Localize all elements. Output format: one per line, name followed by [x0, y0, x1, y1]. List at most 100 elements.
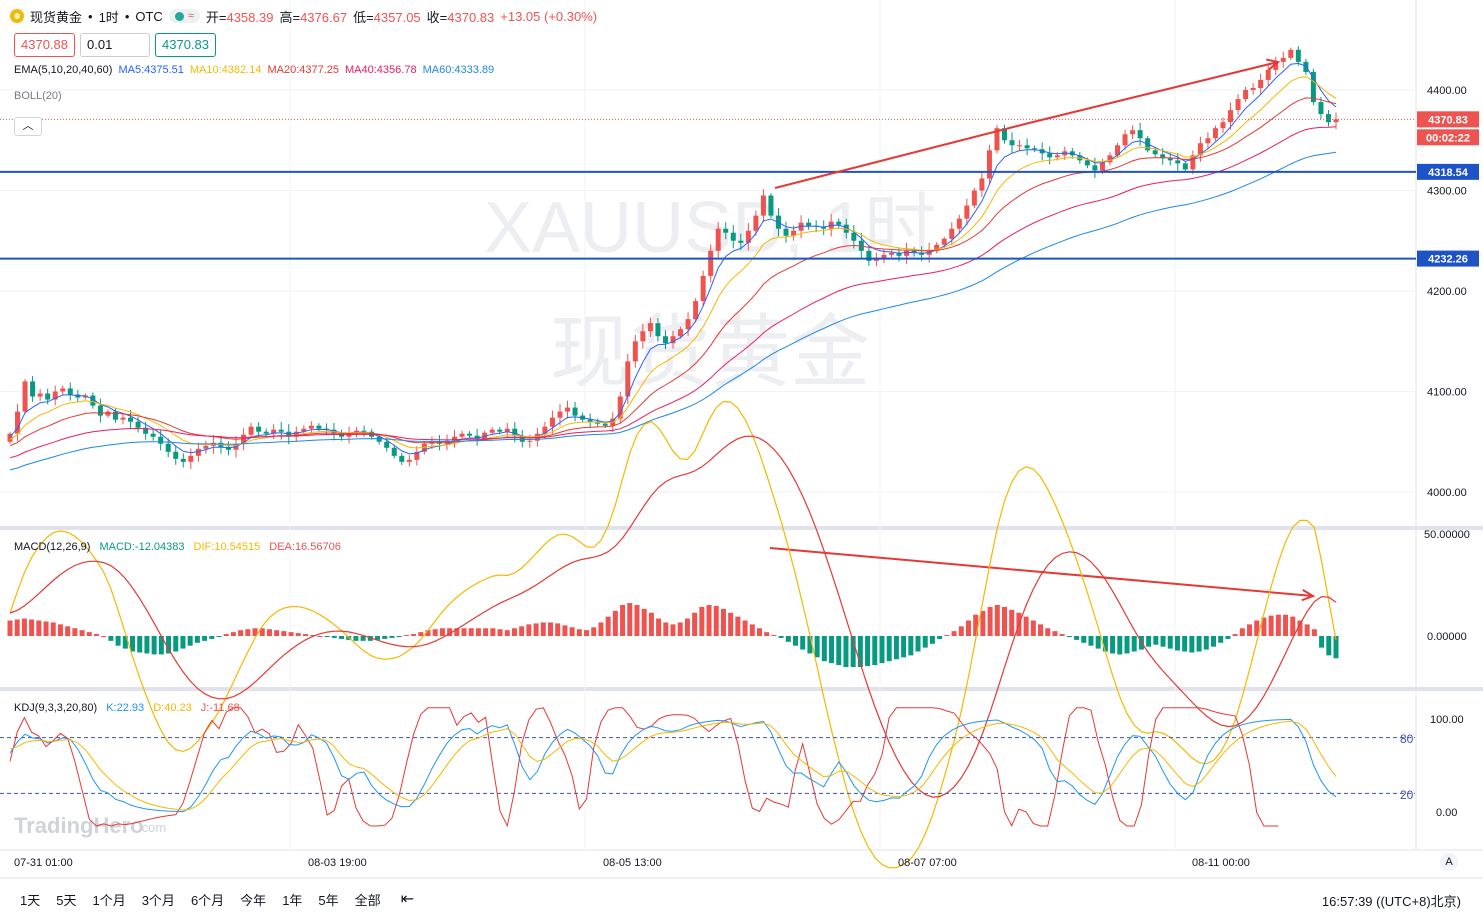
ema-legend[interactable]: EMA(5,10,20,40,60) MA5:4375.51 MA10:4382.1…: [14, 64, 506, 76]
macd-bar-111: [807, 636, 813, 654]
candle-156: [1182, 161, 1188, 172]
macd-bar-117: [850, 636, 856, 668]
macd-bar-56: [411, 634, 417, 636]
candle-body: [30, 381, 36, 397]
macd-bar-74: [540, 622, 546, 636]
candle-162: [1228, 102, 1234, 130]
candle-55: [421, 440, 427, 455]
macd-bar-71: [519, 626, 525, 636]
macd-bar-165: [1196, 636, 1202, 652]
kdj-legend[interactable]: KDJ(9,3,3,20,80) K:22.93 D:40.23 J:-11.6…: [14, 702, 246, 714]
macd-bar-158: [1146, 636, 1152, 647]
time-label-4: 08-11 00:00: [1192, 857, 1250, 869]
candle-body: [949, 228, 955, 239]
symbol-name[interactable]: 现货黄金: [30, 9, 83, 25]
timeframe-2[interactable]: 1个月: [92, 892, 126, 908]
macd-bar-10: [79, 630, 85, 636]
candle-155: [1175, 152, 1181, 171]
candle-body: [1122, 134, 1128, 146]
price-tick-4: 4000.00: [1427, 487, 1467, 499]
macd-bar-174: [1261, 617, 1267, 636]
buy-button[interactable]: 4370.83: [155, 33, 216, 57]
candle-body: [904, 250, 910, 256]
candle-89: [678, 326, 684, 339]
macd-bar-61: [447, 628, 453, 636]
candle-163: [1235, 94, 1241, 116]
collapse-legend-button[interactable]: ︿: [14, 117, 42, 136]
macd-bar-144: [1045, 628, 1051, 636]
candle-106: [806, 218, 812, 230]
candle-body: [278, 429, 284, 432]
candle-body: [1318, 102, 1324, 115]
interval-label[interactable]: 1时: [98, 9, 119, 25]
candle-body: [941, 238, 947, 245]
macd-bar-166: [1203, 636, 1209, 650]
candle-body: [1160, 154, 1166, 159]
price-tick-1: 4300.00: [1427, 186, 1467, 198]
calendar-range-icon[interactable]: ⇤: [400, 891, 415, 908]
candle-body: [203, 445, 209, 449]
candle-body: [662, 336, 668, 344]
candle-123: [934, 242, 940, 254]
macd-bar-183: [1326, 636, 1332, 656]
quantity-input[interactable]: 0.01: [80, 33, 150, 57]
candle-body: [956, 218, 962, 229]
timeframe-0[interactable]: 1天: [20, 892, 41, 908]
candle-body: [1310, 71, 1316, 103]
macd-bar-3: [29, 619, 35, 636]
timeframe-4[interactable]: 6个月: [190, 892, 225, 908]
macd-bar-29: [216, 636, 222, 637]
watermark-brand: TradingHero: [14, 813, 144, 838]
timeframe-7[interactable]: 5年: [318, 892, 339, 908]
candle-body: [7, 433, 13, 442]
candle-body: [730, 232, 736, 241]
candle-130: [986, 144, 992, 184]
candle-body: [1054, 155, 1060, 158]
macd-bar-129: [937, 636, 943, 639]
macd-bar-4: [36, 620, 42, 636]
candle-body: [994, 128, 1000, 151]
market-status-pill[interactable]: ≈: [168, 9, 200, 23]
candle-body: [888, 252, 894, 255]
candle-127: [964, 198, 970, 226]
candle-133: [1009, 132, 1015, 154]
candle-body: [459, 433, 465, 437]
timeframe-1[interactable]: 5天: [56, 892, 77, 908]
macd-bar-12: [93, 634, 99, 636]
macd-bar-167: [1210, 636, 1216, 647]
timeframe-6[interactable]: 1年: [282, 892, 303, 908]
macd-bar-103: [749, 624, 755, 636]
ohlc-close: 收=4370.83: [426, 9, 495, 25]
candle-129: [979, 172, 985, 197]
boll-legend[interactable]: BOLL(20): [14, 90, 62, 102]
sell-button[interactable]: 4370.88: [14, 33, 75, 57]
timeframe-3[interactable]: 3个月: [141, 892, 175, 908]
macd-bar-148: [1074, 636, 1080, 640]
macd-bar-147: [1066, 636, 1072, 637]
macd-bar-77: [562, 625, 568, 636]
auto-scale-button[interactable]: A: [1440, 853, 1458, 871]
timeframe-8[interactable]: 全部: [354, 892, 381, 908]
dea-value: DEA:16.56706: [269, 541, 341, 553]
candle-body: [1152, 150, 1158, 155]
candle-body: [1017, 145, 1023, 147]
candle-body: [1182, 163, 1188, 170]
hline-1-tag: 4318.54: [1417, 163, 1479, 180]
timeframe-5[interactable]: 今年: [240, 892, 267, 908]
clock-label[interactable]: 16:57:39 ((UTC+8)北京): [1321, 894, 1461, 909]
macd-bar-101: [735, 616, 741, 636]
macd-bar-150: [1088, 636, 1094, 646]
macd-bar-19: [144, 636, 150, 654]
macd-bar-6: [50, 622, 56, 636]
macd-bar-87: [634, 604, 640, 636]
macd-legend[interactable]: MACD(12,26,9) MACD:-12.04383 DIF:10.5451…: [14, 541, 347, 553]
candle-body: [1197, 143, 1203, 156]
macd-bar-44: [324, 636, 330, 637]
candle-91: [693, 298, 699, 323]
kdj-d-line: [9, 720, 1337, 811]
macd-bar-153: [1110, 636, 1116, 654]
macd-bar-25: [187, 636, 193, 646]
candle-body: [180, 458, 186, 462]
current-price-tag-bg: [1417, 111, 1479, 128]
gold-coin-icon: [10, 9, 24, 23]
